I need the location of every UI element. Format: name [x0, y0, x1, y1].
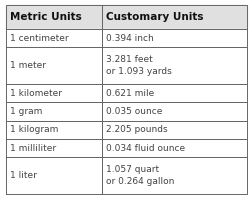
Polygon shape: [6, 157, 102, 194]
Text: 1 gram: 1 gram: [10, 107, 42, 116]
Text: 1 meter: 1 meter: [10, 61, 46, 70]
Polygon shape: [6, 47, 102, 84]
Polygon shape: [6, 84, 102, 102]
Text: 1 milliliter: 1 milliliter: [10, 144, 56, 153]
Text: 0.394 inch: 0.394 inch: [106, 33, 153, 43]
Text: 1 centimeter: 1 centimeter: [10, 33, 69, 43]
Polygon shape: [102, 5, 246, 29]
Text: 1 kilometer: 1 kilometer: [10, 89, 62, 98]
Polygon shape: [6, 121, 102, 139]
Text: 0.035 ounce: 0.035 ounce: [106, 107, 162, 116]
Polygon shape: [6, 102, 102, 121]
Text: 0.034 fluid ounce: 0.034 fluid ounce: [106, 144, 185, 153]
Polygon shape: [102, 47, 246, 84]
Text: 3.281 feet
or 1.093 yards: 3.281 feet or 1.093 yards: [106, 55, 171, 76]
Text: 1 liter: 1 liter: [10, 171, 37, 180]
Polygon shape: [102, 139, 246, 157]
Polygon shape: [102, 29, 246, 47]
Polygon shape: [102, 121, 246, 139]
Polygon shape: [102, 84, 246, 102]
Text: 2.205 pounds: 2.205 pounds: [106, 125, 167, 134]
Polygon shape: [6, 5, 102, 29]
Text: Customary Units: Customary Units: [106, 12, 203, 22]
Polygon shape: [6, 29, 102, 47]
Polygon shape: [102, 102, 246, 121]
Polygon shape: [102, 157, 246, 194]
Text: 1.057 quart
or 0.264 gallon: 1.057 quart or 0.264 gallon: [106, 165, 174, 186]
Text: 1 kilogram: 1 kilogram: [10, 125, 58, 134]
Polygon shape: [6, 139, 102, 157]
Text: 0.621 mile: 0.621 mile: [106, 89, 154, 98]
Text: Metric Units: Metric Units: [10, 12, 82, 22]
